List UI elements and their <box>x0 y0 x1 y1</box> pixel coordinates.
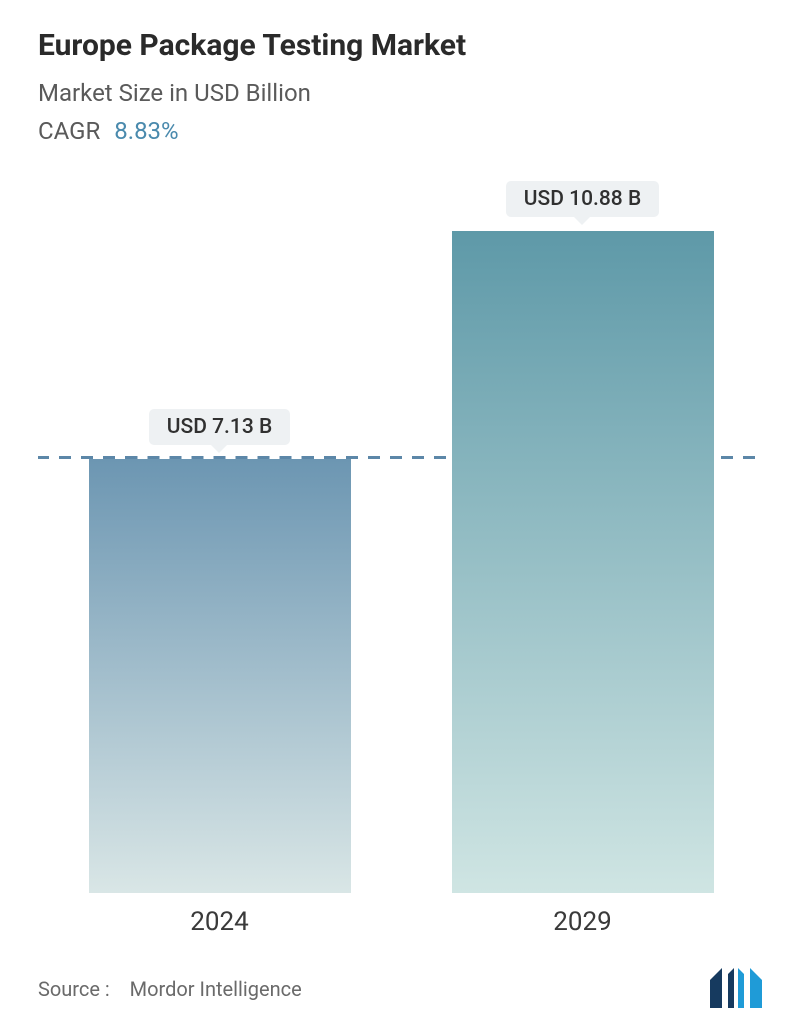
bars-row: USD 7.13 B USD 10.88 B <box>38 173 764 893</box>
x-axis-label: 2029 <box>452 907 714 937</box>
bar <box>452 231 714 893</box>
chart-title: Europe Package Testing Market <box>38 28 764 63</box>
chart-plot-area: USD 7.13 B USD 10.88 B <box>38 173 764 893</box>
logo-svg <box>708 968 764 1010</box>
chart-footer: Source : Mordor Intelligence <box>38 968 764 1010</box>
brand-logo-icon <box>708 968 764 1010</box>
chart-container: Europe Package Testing Market Market Siz… <box>0 0 796 1034</box>
cagr-value: 8.83% <box>114 117 178 145</box>
x-axis-label: 2024 <box>89 907 351 937</box>
bar-group: USD 7.13 B <box>89 173 351 893</box>
source-prefix: Source : <box>38 977 110 1001</box>
bar-value-label: USD 10.88 B <box>506 181 659 217</box>
cagr-row: CAGR 8.83% <box>38 117 764 145</box>
bar-group: USD 10.88 B <box>452 173 714 893</box>
bar-value-label: USD 7.13 B <box>149 409 291 445</box>
chart-subtitle: Market Size in USD Billion <box>38 79 764 107</box>
source-text: Source : Mordor Intelligence <box>38 977 302 1001</box>
cagr-label: CAGR <box>38 117 100 145</box>
source-name: Mordor Intelligence <box>130 977 302 1001</box>
x-axis-labels: 2024 2029 <box>38 907 764 937</box>
bar <box>89 459 351 893</box>
